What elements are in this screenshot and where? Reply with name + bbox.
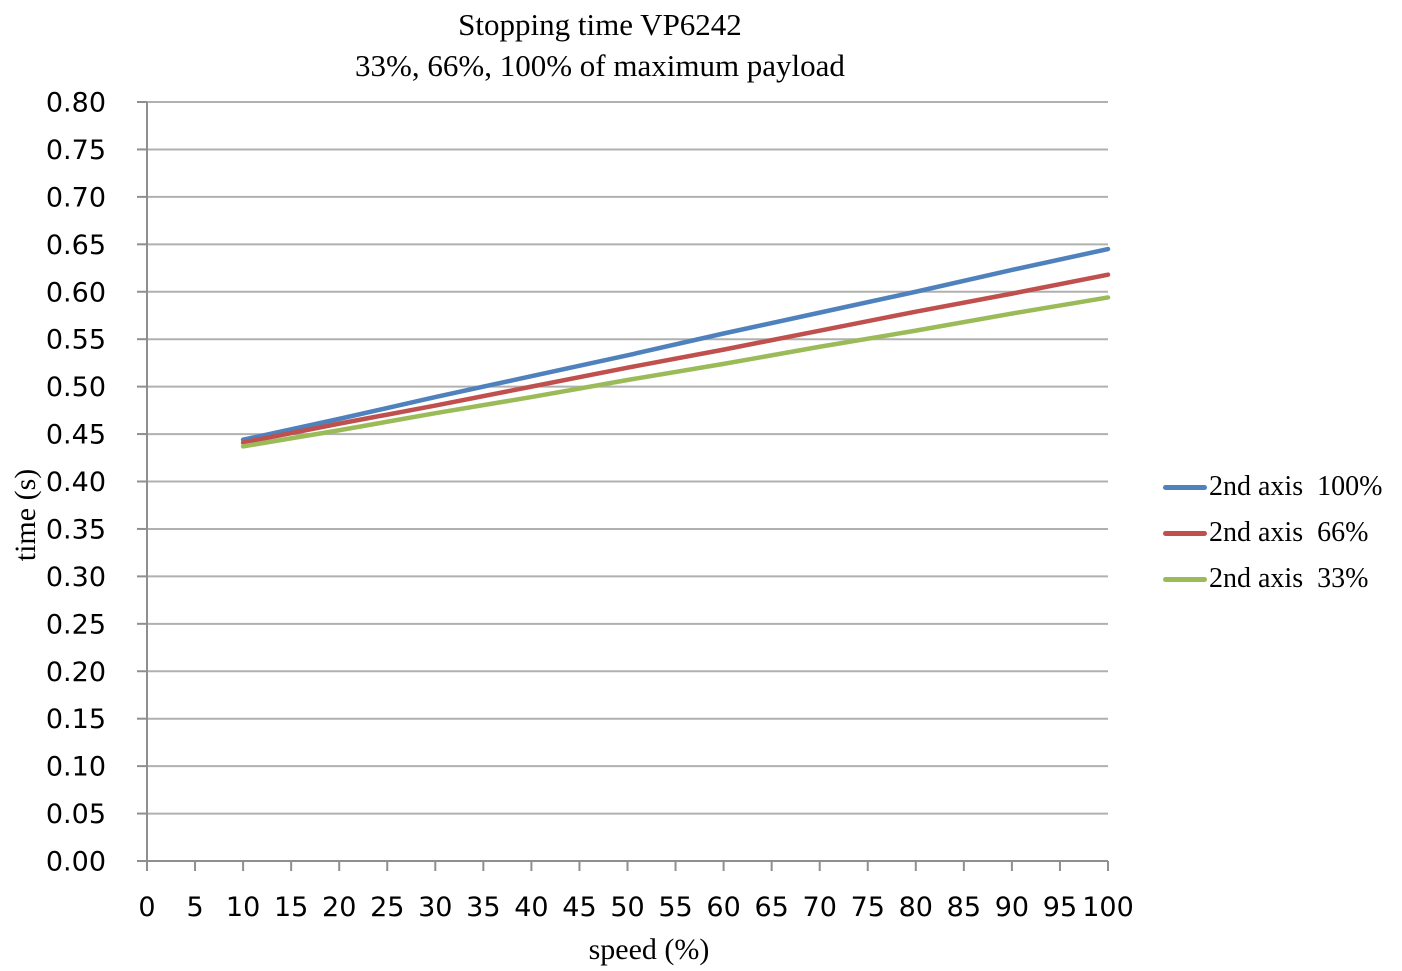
x-tick-label: 45 (562, 892, 596, 923)
legend-item-2nd-axis-66-: 2nd axis 66% (1163, 510, 1382, 556)
x-tick-label: 20 (322, 892, 356, 923)
legend-label: 2nd axis 100% (1209, 471, 1383, 502)
chart-title-line1: Stopping time VP6242 (458, 7, 742, 42)
x-tick-label: 25 (370, 892, 404, 923)
x-tick-label: 15 (274, 892, 308, 923)
x-tick-label: 75 (851, 892, 885, 923)
x-tick-label: 40 (514, 892, 548, 923)
legend-line-swatch (1163, 484, 1207, 490)
legend-line-swatch (1163, 530, 1207, 536)
y-tick-label: 0.35 (46, 514, 106, 545)
chart-title: Stopping time VP6242 33%, 66%, 100% of m… (0, 4, 1200, 86)
y-tick-label: 0.75 (46, 135, 106, 166)
legend-label: 2nd axis 66% (1209, 517, 1369, 548)
x-tick-label: 0 (138, 892, 155, 923)
series-line-2nd-axis-100- (240, 246, 1111, 443)
x-axis-title: speed (%) (588, 933, 710, 966)
x-tick-label: 70 (803, 892, 837, 923)
y-tick-label: 0.70 (46, 182, 106, 213)
y-axis-title: time (s) (9, 468, 42, 562)
x-tick-label: 65 (754, 892, 788, 923)
x-tick-label: 80 (899, 892, 933, 923)
y-tick-label: 0.60 (46, 277, 106, 308)
y-tick-label: 0.55 (46, 325, 106, 356)
series-line-2nd-axis-66- (240, 272, 1111, 445)
y-tick-label: 0.10 (46, 752, 106, 783)
x-tick-label: 90 (995, 892, 1029, 923)
chart-title-line2: 33%, 66%, 100% of maximum payload (355, 48, 845, 83)
x-tick-label: 85 (947, 892, 981, 923)
legend-item-2nd-axis-100-: 2nd axis 100% (1163, 464, 1382, 510)
y-tick-label: 0.30 (46, 562, 106, 593)
x-tick-label: 50 (610, 892, 644, 923)
legend: 2nd axis 100% 2nd axis 66% 2nd axis 33% (1163, 464, 1382, 602)
x-tick-label: 100 (1082, 892, 1134, 923)
x-tick-label: 95 (1043, 892, 1077, 923)
y-tick-label: 0.05 (46, 799, 106, 830)
x-tick-label: 10 (226, 892, 260, 923)
y-tick-label: 0.45 (46, 420, 106, 451)
y-tick-label: 0.80 (46, 88, 106, 119)
y-tick-label: 0.65 (46, 230, 106, 261)
y-tick-label: 0.00 (46, 847, 106, 878)
series-line-2nd-axis-33- (240, 295, 1111, 449)
x-tick-label: 35 (466, 892, 500, 923)
legend-label: 2nd axis 33% (1209, 563, 1369, 594)
x-tick-label: 30 (418, 892, 452, 923)
y-tick-label: 0.25 (46, 609, 106, 640)
legend-item-2nd-axis-33-: 2nd axis 33% (1163, 556, 1382, 602)
x-tick-label: 55 (658, 892, 692, 923)
x-tick-label: 60 (706, 892, 740, 923)
x-tick-label: 5 (186, 892, 203, 923)
y-tick-label: 0.15 (46, 704, 106, 735)
y-tick-label: 0.40 (46, 467, 106, 498)
y-tick-label: 0.50 (46, 372, 106, 403)
legend-line-swatch (1163, 576, 1207, 582)
y-tick-label: 0.20 (46, 657, 106, 688)
